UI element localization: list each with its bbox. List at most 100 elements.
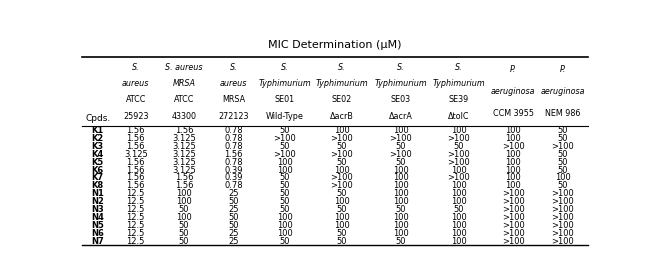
Text: 3.125: 3.125 xyxy=(172,165,196,175)
Text: 50: 50 xyxy=(454,205,464,214)
Text: 100: 100 xyxy=(451,213,467,222)
Text: 1.56: 1.56 xyxy=(175,181,193,190)
Text: N3: N3 xyxy=(91,205,104,214)
Text: 100: 100 xyxy=(505,150,521,159)
Text: aureus: aureus xyxy=(122,79,150,88)
Text: 100: 100 xyxy=(451,189,467,198)
Text: K2: K2 xyxy=(91,134,104,143)
Text: 100: 100 xyxy=(176,189,192,198)
Text: 100: 100 xyxy=(392,221,408,230)
Text: 100: 100 xyxy=(505,181,521,190)
Text: >100: >100 xyxy=(330,150,353,159)
Text: 1.56: 1.56 xyxy=(127,142,145,151)
Text: 100: 100 xyxy=(334,213,350,222)
Text: >100: >100 xyxy=(502,189,524,198)
Text: 100: 100 xyxy=(451,126,467,135)
Text: >100: >100 xyxy=(502,237,524,246)
Text: P.: P. xyxy=(560,65,566,75)
Text: 100: 100 xyxy=(392,165,408,175)
Text: 12.5: 12.5 xyxy=(127,213,145,222)
Text: NEM 986: NEM 986 xyxy=(545,109,581,118)
Text: 1.56: 1.56 xyxy=(175,126,193,135)
Text: 0.78: 0.78 xyxy=(225,142,243,151)
Text: 50: 50 xyxy=(279,197,290,206)
Text: ΔtolC: ΔtolC xyxy=(448,112,470,121)
Text: 50: 50 xyxy=(179,229,189,238)
Text: >100: >100 xyxy=(552,229,574,238)
Text: 100: 100 xyxy=(392,173,408,182)
Text: >100: >100 xyxy=(502,142,524,151)
Text: 0.39: 0.39 xyxy=(225,173,243,182)
Text: MRSA: MRSA xyxy=(222,95,246,104)
Text: ATCC: ATCC xyxy=(174,95,194,104)
Text: 100: 100 xyxy=(392,126,408,135)
Text: 12.5: 12.5 xyxy=(127,197,145,206)
Text: 3.125: 3.125 xyxy=(172,142,196,151)
Text: 50: 50 xyxy=(395,205,406,214)
Text: >100: >100 xyxy=(389,150,412,159)
Text: 1.56: 1.56 xyxy=(175,173,193,182)
Text: 100: 100 xyxy=(451,229,467,238)
Text: 50: 50 xyxy=(558,165,568,175)
Text: 3.125: 3.125 xyxy=(172,134,196,143)
Text: S.: S. xyxy=(281,63,289,72)
Text: Wild-Type: Wild-Type xyxy=(266,112,304,121)
Text: 50: 50 xyxy=(337,158,347,167)
Text: 100: 100 xyxy=(334,197,350,206)
Text: 100: 100 xyxy=(505,126,521,135)
Text: 272123: 272123 xyxy=(219,112,249,121)
Text: 100: 100 xyxy=(392,181,408,190)
Text: >100: >100 xyxy=(274,134,296,143)
Text: 3.125: 3.125 xyxy=(172,158,196,167)
Text: >100: >100 xyxy=(552,221,574,230)
Text: N2: N2 xyxy=(91,197,104,206)
Text: S. aureus: S. aureus xyxy=(165,63,203,72)
Text: >100: >100 xyxy=(447,134,470,143)
Text: MRSA: MRSA xyxy=(172,79,195,88)
Text: 50: 50 xyxy=(179,237,189,246)
Text: Typhimurium: Typhimurium xyxy=(315,79,368,88)
Text: 1.56: 1.56 xyxy=(127,165,145,175)
Text: 100: 100 xyxy=(392,213,408,222)
Text: 50: 50 xyxy=(337,237,347,246)
Text: 25: 25 xyxy=(229,229,239,238)
Text: 100: 100 xyxy=(451,221,467,230)
Text: 100: 100 xyxy=(334,165,350,175)
Text: aureus: aureus xyxy=(220,79,247,88)
Text: N5: N5 xyxy=(91,221,104,230)
Text: 100: 100 xyxy=(451,165,467,175)
Text: SE02: SE02 xyxy=(332,95,352,104)
Text: 0.78: 0.78 xyxy=(225,158,243,167)
Text: ΔacrB: ΔacrB xyxy=(330,112,354,121)
Text: 50: 50 xyxy=(337,229,347,238)
Text: 50: 50 xyxy=(179,205,189,214)
Text: 100: 100 xyxy=(277,213,293,222)
Text: 100: 100 xyxy=(277,165,293,175)
Text: 50: 50 xyxy=(337,142,347,151)
Text: 100: 100 xyxy=(451,237,467,246)
Text: aeruginosa: aeruginosa xyxy=(491,87,535,96)
Text: 50: 50 xyxy=(179,221,189,230)
Text: SE39: SE39 xyxy=(449,95,469,104)
Text: >100: >100 xyxy=(552,189,574,198)
Text: K5: K5 xyxy=(91,158,104,167)
Text: >100: >100 xyxy=(502,197,524,206)
Text: Typhimurium: Typhimurium xyxy=(433,79,485,88)
Text: 50: 50 xyxy=(395,237,406,246)
Text: 12.5: 12.5 xyxy=(127,229,145,238)
Text: 50: 50 xyxy=(279,205,290,214)
Text: CCM 3955: CCM 3955 xyxy=(492,109,534,118)
Text: Cpds.: Cpds. xyxy=(85,114,110,123)
Text: 0.78: 0.78 xyxy=(225,126,243,135)
Text: S.: S. xyxy=(132,63,140,72)
Text: 1.56: 1.56 xyxy=(127,173,145,182)
Text: 12.5: 12.5 xyxy=(127,237,145,246)
Text: >100: >100 xyxy=(447,173,470,182)
Text: 100: 100 xyxy=(555,173,571,182)
Text: S.: S. xyxy=(396,63,404,72)
Text: 50: 50 xyxy=(558,158,568,167)
Text: 50: 50 xyxy=(454,142,464,151)
Text: 50: 50 xyxy=(337,205,347,214)
Text: 100: 100 xyxy=(176,197,192,206)
Text: 50: 50 xyxy=(279,181,290,190)
